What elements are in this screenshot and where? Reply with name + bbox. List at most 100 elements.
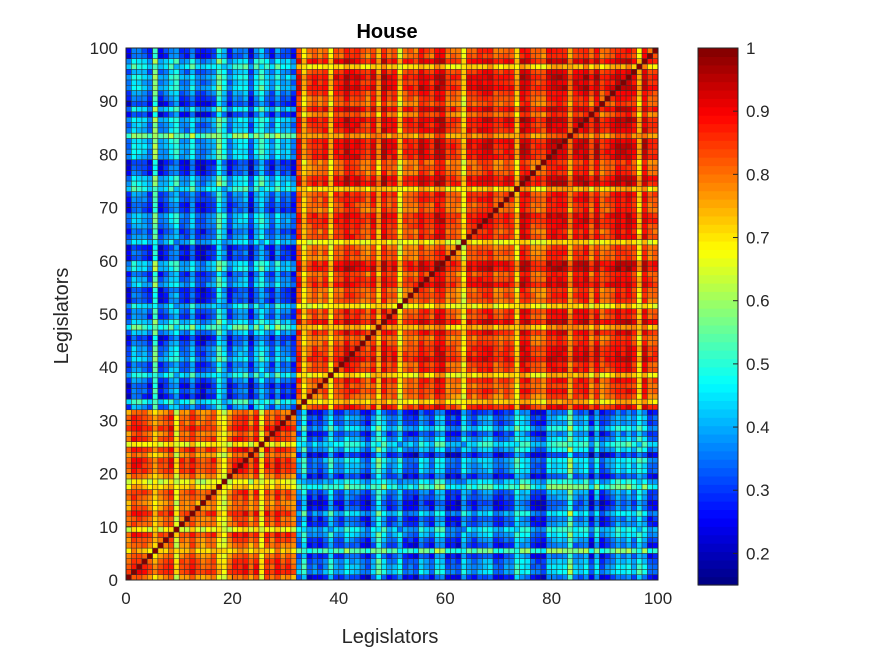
heatmap-cell: [508, 329, 515, 336]
heatmap-cell: [423, 441, 430, 448]
heatmap-cell: [338, 526, 345, 533]
heatmap-cell: [604, 398, 611, 405]
heatmap-cell: [349, 468, 356, 474]
heatmap-cell: [604, 404, 611, 411]
heatmap-cell: [258, 441, 265, 448]
heatmap-cell: [248, 505, 254, 512]
heatmap-cell: [210, 356, 217, 363]
heatmap-cell: [269, 388, 276, 395]
heatmap-cell: [423, 425, 430, 432]
heatmap-cell: [577, 553, 584, 559]
heatmap-cell: [386, 340, 393, 347]
heatmap-cell: [147, 356, 153, 363]
heatmap-cell: [508, 515, 515, 522]
heatmap-cell: [641, 494, 648, 501]
heatmap-cell: [615, 409, 622, 416]
heatmap-cell: [248, 499, 254, 506]
heatmap-cell: [338, 441, 345, 448]
heatmap-cell: [152, 404, 159, 411]
heatmap-cell: [439, 537, 446, 544]
heatmap-cell: [194, 319, 201, 325]
heatmap-cell: [162, 468, 169, 474]
heatmap-cell: [237, 361, 244, 368]
heatmap-cell: [232, 313, 238, 320]
heatmap-cell: [450, 489, 457, 496]
heatmap-cell: [354, 382, 361, 389]
heatmap-cell: [221, 457, 228, 464]
heatmap-cell: [354, 563, 361, 570]
heatmap-cell: [258, 473, 265, 480]
heatmap-cell: [317, 468, 324, 474]
heatmap-cell: [652, 319, 659, 325]
heatmap-cell: [588, 521, 595, 528]
heatmap-cell: [226, 398, 233, 405]
heatmap-cell: [232, 515, 238, 522]
heatmap-cell: [375, 537, 382, 544]
heatmap-cell: [540, 441, 547, 448]
heatmap-cell: [530, 489, 536, 496]
heatmap-cell: [413, 425, 419, 432]
heatmap-cell: [370, 478, 377, 485]
heatmap-cell: [609, 404, 616, 411]
heatmap-cell: [625, 430, 632, 437]
heatmap-cell: [131, 574, 137, 581]
heatmap-cell: [317, 574, 324, 581]
heatmap-cell: [168, 537, 175, 544]
heatmap-cell: [556, 356, 563, 363]
heatmap-cell: [178, 404, 185, 411]
heatmap-cell: [609, 446, 616, 453]
heatmap-cell: [572, 478, 579, 485]
heatmap-cell: [631, 515, 637, 522]
heatmap-cell: [583, 563, 590, 570]
heatmap-cell: [168, 521, 175, 528]
heatmap-cell: [444, 558, 451, 565]
heatmap-cell: [647, 345, 653, 352]
heatmap-cell: [519, 574, 526, 581]
heatmap-cell: [561, 324, 568, 331]
heatmap-cell: [577, 382, 584, 389]
heatmap-cell: [226, 436, 233, 442]
heatmap-cell: [365, 510, 371, 517]
heatmap-cell: [194, 361, 201, 368]
heatmap-cell: [588, 313, 595, 320]
heatmap-cell: [418, 425, 425, 432]
heatmap-cell: [418, 553, 425, 559]
heatmap-cell: [551, 420, 558, 426]
heatmap-cell: [147, 468, 153, 474]
heatmap-cell: [173, 531, 180, 538]
heatmap-cell: [428, 430, 435, 437]
heatmap-cell: [269, 462, 276, 469]
heatmap-cell: [274, 489, 281, 496]
heatmap-cell: [125, 526, 132, 533]
heatmap-cell: [359, 489, 366, 496]
heatmap-cell: [301, 489, 308, 496]
heatmap-cell: [615, 324, 622, 331]
heatmap-cell: [636, 436, 643, 442]
heatmap-cell: [221, 398, 228, 405]
heatmap-cell: [141, 558, 148, 565]
heatmap-cell: [625, 425, 632, 432]
heatmap-cell: [599, 473, 606, 480]
heatmap-cell: [391, 420, 398, 426]
heatmap-cell: [285, 398, 292, 405]
heatmap-cell: [189, 393, 196, 400]
heatmap-cell: [636, 457, 643, 464]
heatmap-cell: [338, 462, 345, 469]
heatmap-cell: [487, 414, 494, 421]
heatmap-cell: [641, 569, 648, 575]
heatmap-cell: [216, 499, 223, 506]
heatmap-cell: [147, 350, 153, 357]
heatmap-cell: [599, 313, 606, 320]
heatmap-cell: [285, 563, 292, 570]
heatmap-cell: [397, 335, 403, 341]
heatmap-cell: [386, 372, 393, 379]
heatmap-cell: [375, 409, 382, 416]
heatmap-cell: [375, 478, 382, 485]
heatmap-cell: [439, 436, 446, 442]
heatmap-cell: [226, 430, 233, 437]
heatmap-cell: [242, 558, 249, 565]
heatmap-cell: [556, 526, 563, 533]
heatmap-cell: [530, 425, 536, 432]
heatmap-cell: [184, 366, 191, 373]
heatmap-cell: [434, 361, 441, 368]
